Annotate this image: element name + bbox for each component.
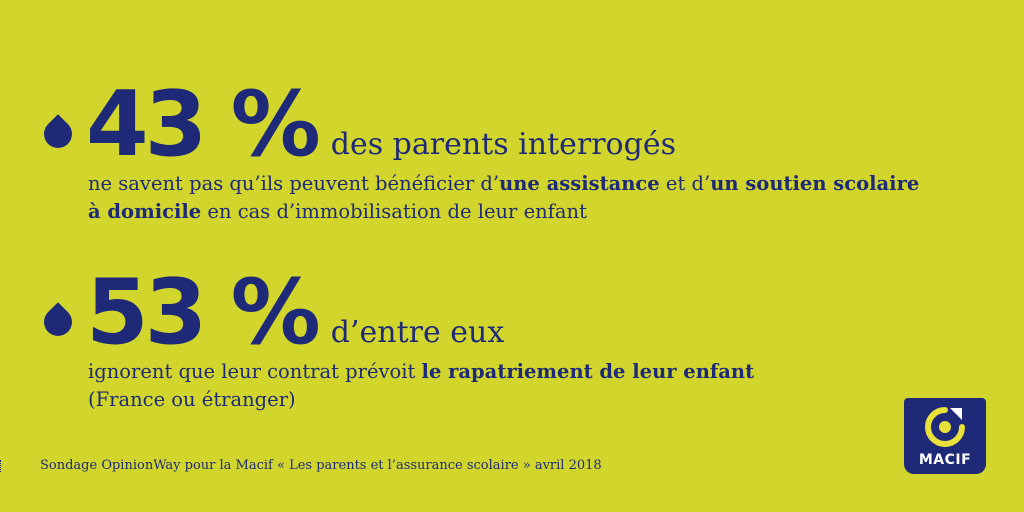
stat-description-line-2: à domicile en cas d’immobilisation de le… (88, 198, 919, 226)
text-segment: ignorent que leur contrat prévoit (88, 360, 422, 383)
text-segment: en cas d’immobilisation de leur enfant (201, 200, 587, 223)
stat-heading: 43 % des parents interrogés (38, 72, 919, 177)
highlight-soutien-scolaire: un soutien scolaire (710, 172, 920, 195)
stat-description-line-2: (France ou étranger) (88, 388, 296, 411)
bullet-icon (38, 302, 78, 342)
stat-lead-text: des parents interrogés (330, 127, 676, 162)
stat-description: ignorent que leur contrat prévoit le rap… (88, 358, 754, 414)
stat-percent: 43 % (86, 72, 321, 177)
macif-logo-mark-icon (925, 407, 965, 447)
stat-block-43: 43 % des parents interrogés ne savent pa… (38, 72, 919, 226)
macif-logo: MACIF (904, 398, 986, 474)
bullet-icon (38, 114, 78, 154)
stat-lead-text: d’entre eux (330, 315, 505, 350)
highlight-domicile: à domicile (88, 200, 202, 223)
stat-percent: 53 % (86, 260, 321, 365)
highlight-assistance: une assistance (499, 172, 660, 195)
stat-heading: 53 % d’entre eux (38, 260, 754, 365)
stat-description: ne savent pas qu’ils peuvent bénéficier … (88, 170, 919, 226)
highlight-rapatriement: le rapatriement de leur enfant (421, 360, 755, 383)
stat-description-line-1: ne savent pas qu’ils peuvent bénéficier … (88, 170, 919, 198)
source-note: Sondage OpinionWay pour la Macif « Les p… (40, 458, 602, 473)
stat-description-line-1: ignorent que leur contrat prévoit le rap… (88, 358, 754, 386)
text-segment: et d’ (659, 172, 711, 195)
logo-wordmark: MACIF (918, 452, 972, 468)
edge-mark (0, 460, 4, 472)
stat-block-53: 53 % d’entre eux ignorent que leur contr… (38, 260, 754, 414)
text-segment: ne savent pas qu’ils peuvent bénéficier … (88, 172, 500, 195)
